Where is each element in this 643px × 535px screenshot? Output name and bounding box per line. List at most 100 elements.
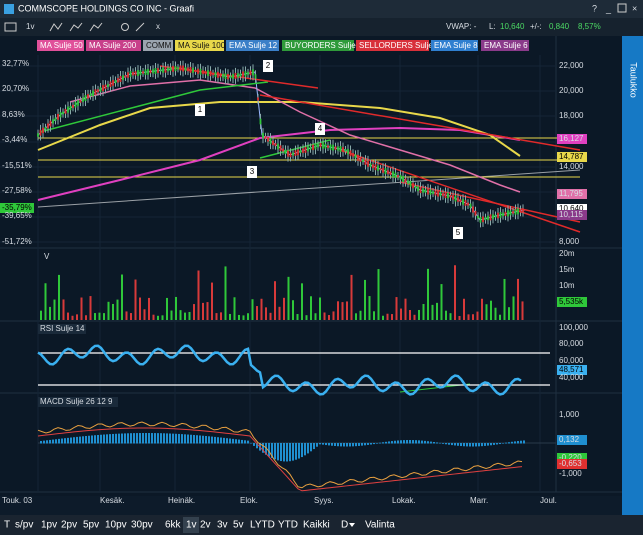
candle: [322, 142, 324, 149]
range-button[interactable]: 6kk: [165, 520, 182, 531]
last-price: 10,640: [500, 22, 525, 31]
macd-bar: [331, 443, 333, 446]
candle: [59, 111, 62, 118]
range-button[interactable]: Kaikki: [303, 520, 330, 531]
candle: [512, 211, 514, 214]
range-button[interactable]: Valinta: [365, 520, 395, 531]
side-tab[interactable]: [622, 36, 643, 515]
candle: [307, 146, 309, 152]
candle: [424, 189, 427, 193]
volume-bar: [386, 313, 389, 320]
volume-bar: [242, 315, 245, 320]
rsi-axis-label: 100,000: [559, 323, 588, 332]
candle: [489, 214, 492, 221]
macd-bar: [505, 442, 507, 444]
side-tab-label[interactable]: Taulukko: [629, 62, 639, 98]
axis-highlight: [557, 365, 587, 375]
volume-bar: [206, 302, 209, 320]
candle: [137, 70, 139, 77]
dropdown-arrow[interactable]: [349, 523, 355, 527]
volume-bar: [71, 315, 74, 320]
toolbar-icon[interactable]: [4, 22, 17, 32]
candle: [239, 73, 242, 77]
candle: [189, 66, 192, 73]
range-button[interactable]: 1v: [186, 520, 197, 531]
macd-bar: [403, 440, 405, 444]
panel-label-bg: [38, 324, 86, 334]
help-button[interactable]: ?: [592, 3, 597, 13]
toolbar-icon[interactable]: [135, 22, 145, 32]
candle: [142, 71, 144, 74]
range-button[interactable]: 5pv: [83, 520, 99, 531]
range-button[interactable]: D: [341, 520, 348, 531]
candle: [517, 208, 519, 215]
candle: [79, 99, 82, 103]
volume-bar: [467, 314, 470, 320]
macd-bar: [412, 440, 414, 444]
macd-bar: [94, 435, 96, 444]
period-button[interactable]: 1v: [26, 22, 34, 31]
macd-bar: [115, 433, 117, 444]
candle: [389, 171, 392, 175]
volume-bar: [166, 297, 168, 320]
legend-swatch: [431, 40, 478, 51]
toolbar-icon[interactable]: [49, 22, 63, 32]
macd-bar: [460, 443, 462, 447]
range-button[interactable]: T: [4, 520, 10, 531]
volume-bar: [355, 313, 357, 320]
range-button[interactable]: s/pv: [15, 520, 33, 531]
volume-bar: [94, 313, 96, 320]
volume-bar: [89, 296, 92, 320]
range-button[interactable]: 1pv: [41, 520, 57, 531]
range-button[interactable]: 2v: [200, 520, 211, 531]
candle: [474, 210, 477, 216]
close-button[interactable]: ×: [632, 3, 637, 13]
macd-bar: [73, 437, 75, 444]
macd-bar: [445, 443, 447, 445]
macd-bar: [97, 434, 99, 444]
macd-bar: [286, 443, 288, 462]
macd-bar: [394, 440, 396, 444]
button-active[interactable]: [183, 517, 199, 533]
macd-bar: [193, 434, 195, 444]
candle: [399, 174, 402, 180]
candle: [457, 197, 459, 202]
toolbar-icon[interactable]: [69, 22, 83, 32]
macd-bar: [262, 443, 264, 453]
macd-bar: [79, 436, 81, 444]
last-label: L:: [489, 22, 496, 31]
candle: [132, 72, 134, 76]
macd-bar: [298, 443, 300, 459]
range-button[interactable]: 5v: [233, 520, 244, 531]
toolbar-icon[interactable]: x: [156, 22, 160, 31]
volume-bar: [305, 315, 308, 320]
candle: [259, 118, 262, 125]
candle: [422, 188, 424, 193]
macd-bar: [442, 443, 444, 444]
range-button[interactable]: LYTD: [250, 520, 275, 531]
candle: [182, 65, 184, 72]
volume-bar: [62, 299, 65, 320]
range-button[interactable]: 2pv: [61, 520, 77, 531]
app-icon: [4, 4, 14, 14]
minimize-button[interactable]: _: [605, 3, 612, 13]
maximize-button[interactable]: [617, 3, 627, 13]
volume-bar: [170, 310, 173, 320]
macd-bar: [508, 442, 510, 444]
candle: [237, 73, 239, 78]
macd-bar: [118, 433, 120, 444]
macd-bar: [220, 437, 222, 444]
range-button[interactable]: 3v: [217, 520, 228, 531]
range-button[interactable]: YTD: [278, 520, 298, 531]
macd-bar: [361, 443, 363, 446]
toolbar-icon[interactable]: [89, 22, 103, 32]
candle: [154, 67, 157, 74]
candle: [522, 208, 524, 213]
candle: [437, 190, 439, 197]
range-button[interactable]: 30pv: [131, 520, 153, 531]
range-button[interactable]: 10pv: [105, 520, 127, 531]
macd-bar: [250, 443, 252, 444]
axis-highlight: [557, 435, 587, 445]
settings-icon[interactable]: [121, 23, 129, 31]
